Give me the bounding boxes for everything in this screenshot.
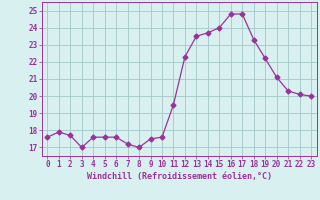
- X-axis label: Windchill (Refroidissement éolien,°C): Windchill (Refroidissement éolien,°C): [87, 172, 272, 181]
